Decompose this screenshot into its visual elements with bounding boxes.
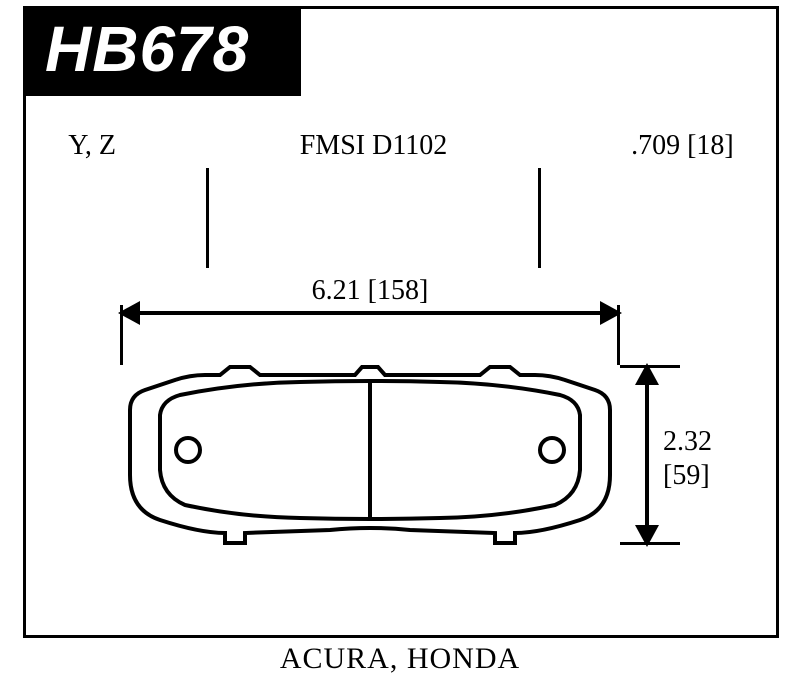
spec-fmsi-text: FMSI D1102	[300, 130, 448, 162]
extension-line	[617, 305, 620, 365]
height-arrow	[645, 365, 649, 545]
diagram-area: 6.21 [158] 2.32 [59]	[40, 275, 760, 625]
brake-pad-outline	[120, 365, 620, 545]
spec-thickness: .709 [18]	[631, 130, 734, 268]
height-in: 2.32	[663, 426, 712, 457]
rivet-icon	[176, 438, 200, 462]
height-dimension: 2.32 [59]	[645, 365, 755, 545]
vehicle-makes: ACURA, HONDA	[0, 642, 800, 676]
extension-line	[620, 365, 680, 368]
width-dimension: 6.21 [158]	[120, 275, 620, 315]
width-label: 6.21 [158]	[120, 275, 620, 307]
width-in: 6.21	[312, 275, 361, 306]
height-mm: 59	[672, 460, 700, 491]
extension-line	[620, 542, 680, 545]
spec-thickness-text: .709 [18]	[631, 130, 734, 162]
spec-fmsi: FMSI D1102	[300, 130, 448, 268]
spec-divider	[206, 168, 209, 268]
width-arrow	[120, 311, 620, 315]
spec-divider	[538, 168, 541, 268]
spec-row: Y, Z FMSI D1102 .709 [18]	[23, 130, 779, 268]
height-label: 2.32 [59]	[663, 425, 712, 492]
extension-line	[120, 305, 123, 365]
part-number-title: HB678	[23, 6, 301, 96]
spec-compounds: Y, Z	[68, 130, 116, 268]
width-mm: 158	[377, 275, 419, 306]
rivet-icon	[540, 438, 564, 462]
spec-compounds-text: Y, Z	[68, 130, 116, 162]
